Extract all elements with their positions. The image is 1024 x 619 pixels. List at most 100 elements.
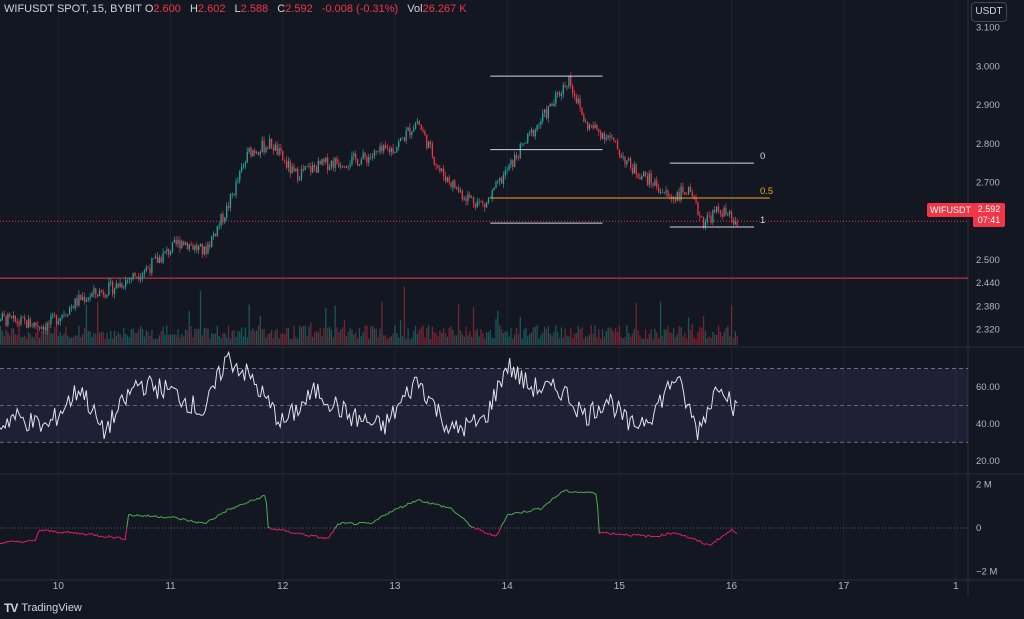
candle-body (224, 217, 226, 222)
volume-label: Vol (407, 3, 423, 15)
candle-body (194, 245, 196, 250)
cvd-segment (17, 540, 20, 543)
volume-bar (138, 329, 140, 345)
range-tools[interactable]: 00.51 (490, 75, 773, 228)
volume-bar (643, 338, 645, 345)
candle-body (616, 140, 619, 150)
candle-body (285, 160, 288, 168)
candle-body (259, 152, 262, 155)
candle-body (334, 158, 336, 168)
volume-bar (9, 335, 11, 345)
cvd-segment (76, 532, 79, 535)
volume-bar (506, 331, 508, 345)
candle-body (231, 193, 233, 195)
candle-body (603, 133, 606, 140)
candle-body (388, 148, 391, 153)
cvd-segment (731, 528, 734, 532)
candle-body (91, 293, 93, 297)
candle-body (74, 298, 76, 309)
tradingview-brand[interactable]: TV TradingView (4, 601, 82, 615)
candle-body (482, 201, 484, 204)
volume-bar (278, 338, 280, 345)
candle-body (341, 166, 344, 168)
volume-bar (233, 330, 235, 345)
cvd-segment (624, 533, 627, 536)
volume-bar (312, 336, 314, 345)
cvd-segment (230, 507, 233, 510)
cvd-segment (83, 533, 86, 536)
volume-bar (199, 290, 202, 345)
candle-body (478, 201, 480, 202)
volume-bar (452, 329, 454, 345)
volume-bar (218, 335, 220, 345)
candle-body (514, 154, 516, 167)
cvd-segment (540, 508, 543, 511)
candle-body (102, 291, 104, 295)
volume-bar (689, 329, 692, 345)
candle-body (643, 172, 645, 176)
cvd-segment (541, 505, 545, 510)
volume-bar (736, 336, 738, 345)
volume-bar (166, 325, 168, 345)
volume-bar (493, 338, 495, 345)
volume-bar (113, 330, 116, 345)
candle-body (730, 211, 733, 219)
cvd-segment (255, 497, 258, 501)
candle-body (538, 124, 540, 126)
candle-body (676, 192, 679, 201)
volume-bar (656, 332, 658, 345)
cvd-segment (617, 533, 620, 535)
volume-bar (644, 329, 647, 345)
candle-body (607, 135, 609, 138)
volume-bar (615, 327, 617, 345)
volume-bar (383, 335, 385, 345)
volume-bar (197, 328, 200, 345)
volume-bar (732, 338, 735, 345)
candle-body (407, 127, 409, 131)
cvd-segment (455, 512, 459, 515)
candle-body (542, 113, 544, 122)
candle-body (581, 107, 583, 115)
candle-body (375, 150, 377, 152)
candle-body (330, 160, 333, 167)
volume-bar (530, 332, 533, 345)
candle-body (476, 201, 478, 208)
candle-body (244, 162, 247, 165)
candle-body (209, 244, 211, 247)
cvd-segment (411, 501, 414, 504)
volume-bar (555, 325, 557, 345)
symbol-header[interactable]: WIFUSDT SPOT, 15, BYBIT O2.600 H2.602 L2… (4, 3, 467, 15)
volume-bar (257, 325, 260, 345)
currency-button[interactable]: USDT (971, 2, 1007, 22)
candle-body (588, 124, 591, 130)
volume-bar (192, 337, 194, 345)
cvd-segment (464, 519, 468, 522)
volume-bar (44, 332, 46, 345)
cvd-segment (670, 532, 674, 535)
volume-bar (340, 329, 342, 345)
volume-bar (444, 333, 447, 345)
cvd-segment (257, 497, 260, 500)
volume-bar (141, 329, 144, 345)
candle-body (237, 180, 239, 182)
candle-body (89, 296, 91, 299)
volume-bar (145, 330, 147, 345)
candle-body (104, 294, 106, 297)
cvd-segment (368, 522, 371, 525)
candle-body (97, 294, 99, 297)
cvd-segment (548, 500, 552, 504)
cvd-segment (228, 508, 231, 510)
volume-bar (5, 329, 7, 345)
horizontal-levels[interactable] (0, 220, 968, 279)
candle-body (450, 182, 452, 188)
candle-body (216, 226, 218, 236)
volume-bar (712, 331, 714, 345)
cvd-segment (498, 526, 502, 532)
volume-bar (658, 338, 660, 345)
volume-bar (173, 334, 175, 345)
candle-body (708, 215, 710, 217)
candle-body (61, 315, 63, 318)
candle-body (715, 206, 718, 213)
candle-body (682, 186, 684, 193)
